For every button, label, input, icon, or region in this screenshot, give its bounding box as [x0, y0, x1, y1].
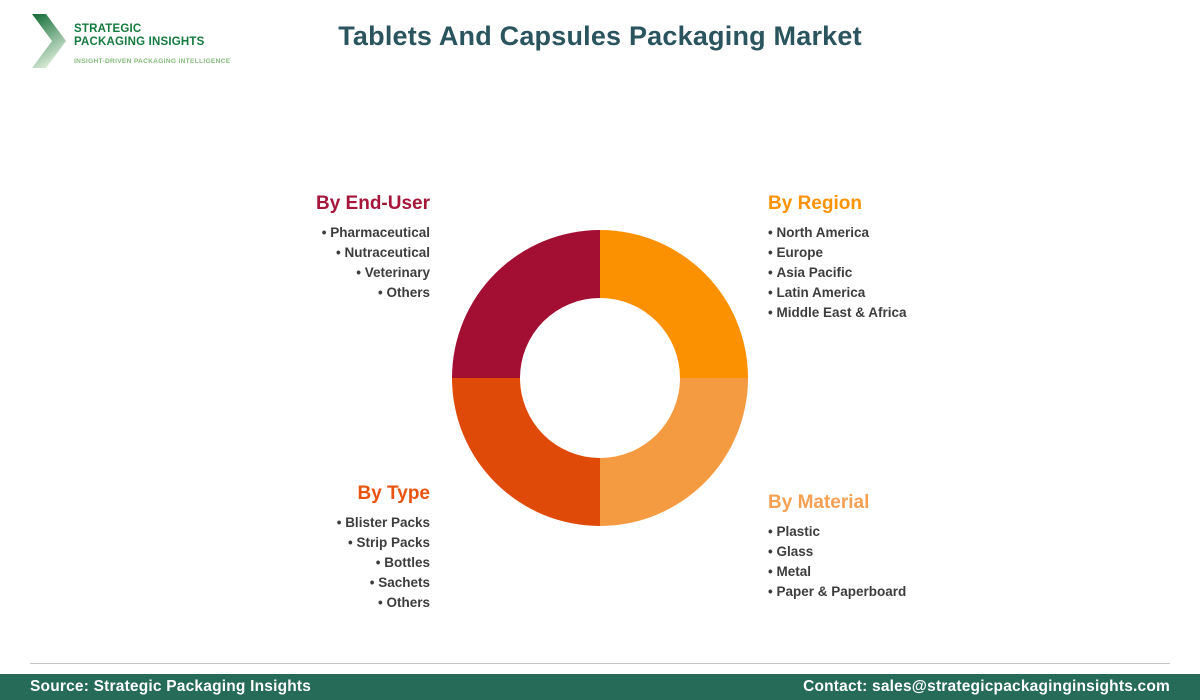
- section-heading-region: By Region: [768, 193, 862, 214]
- section-heading-material: By Material: [768, 492, 870, 513]
- list-item: Others: [316, 283, 430, 303]
- list-item: Strip Packs: [337, 533, 430, 553]
- type-list: Blister Packs Strip Packs Bottles Sachet…: [337, 513, 430, 613]
- list-item: Veterinary: [316, 263, 430, 283]
- list-item: Glass: [768, 542, 906, 562]
- donut-segment-type: [452, 378, 600, 526]
- footer-source: Source: Strategic Packaging Insights: [30, 678, 312, 695]
- list-item: Bottles: [337, 553, 430, 573]
- list-item: Asia Pacific: [768, 263, 907, 283]
- list-item: Latin America: [768, 283, 907, 303]
- donut-segment-region: [600, 230, 748, 378]
- region-list: North America Europe Asia Pacific Latin …: [768, 223, 907, 323]
- list-item: Others: [337, 593, 430, 613]
- list-item: Nutraceutical: [316, 243, 430, 263]
- footer-bar: Source: Strategic Packaging Insights Con…: [0, 674, 1200, 700]
- donut-segment-end-user: [452, 230, 600, 378]
- logo-text: STRATEGIC PACKAGING INSIGHTS INSIGHT-DRI…: [74, 12, 230, 65]
- list-item: Metal: [768, 562, 906, 582]
- logo-tagline: INSIGHT-DRIVEN PACKAGING INTELLIGENCE: [74, 58, 231, 65]
- section-material: By Material Plastic Glass Metal Paper & …: [768, 491, 906, 602]
- list-item: Blister Packs: [337, 513, 430, 533]
- section-end-user: By End-User Pharmaceutical Nutraceutical…: [316, 192, 430, 303]
- list-item: Sachets: [337, 573, 430, 593]
- list-item: Pharmaceutical: [316, 223, 430, 243]
- footer-divider: [30, 663, 1170, 664]
- donut-segment-material: [600, 378, 748, 526]
- section-heading-type: By Type: [357, 483, 430, 504]
- list-item: Middle East & Africa: [768, 303, 906, 323]
- footer-contact: Contact: sales@strategicpackaginginsight…: [803, 678, 1170, 695]
- list-item: Europe: [768, 243, 907, 263]
- list-item: Plastic: [768, 522, 906, 542]
- donut-chart: [452, 230, 748, 526]
- list-item: North America: [768, 223, 907, 243]
- logo-name-line2: PACKAGING INSIGHTS: [74, 36, 205, 48]
- section-heading-end-user: By End-User: [315, 193, 430, 214]
- logo-name-line1: STRATEGIC: [74, 23, 142, 35]
- section-type: By Type Blister Packs Strip Packs Bottle…: [337, 482, 430, 613]
- material-list: Plastic Glass Metal Paper & Paperboard: [768, 522, 906, 602]
- section-region: By Region North America Europe Asia Paci…: [768, 192, 907, 323]
- logo-chevron-icon: [32, 14, 66, 68]
- page-title: Tablets And Capsules Packaging Market: [338, 21, 862, 51]
- end-user-list: Pharmaceutical Nutraceutical Veterinary …: [316, 223, 430, 303]
- logo: STRATEGIC PACKAGING INSIGHTS INSIGHT-DRI…: [32, 12, 230, 68]
- list-item: Paper & Paperboard: [768, 582, 906, 602]
